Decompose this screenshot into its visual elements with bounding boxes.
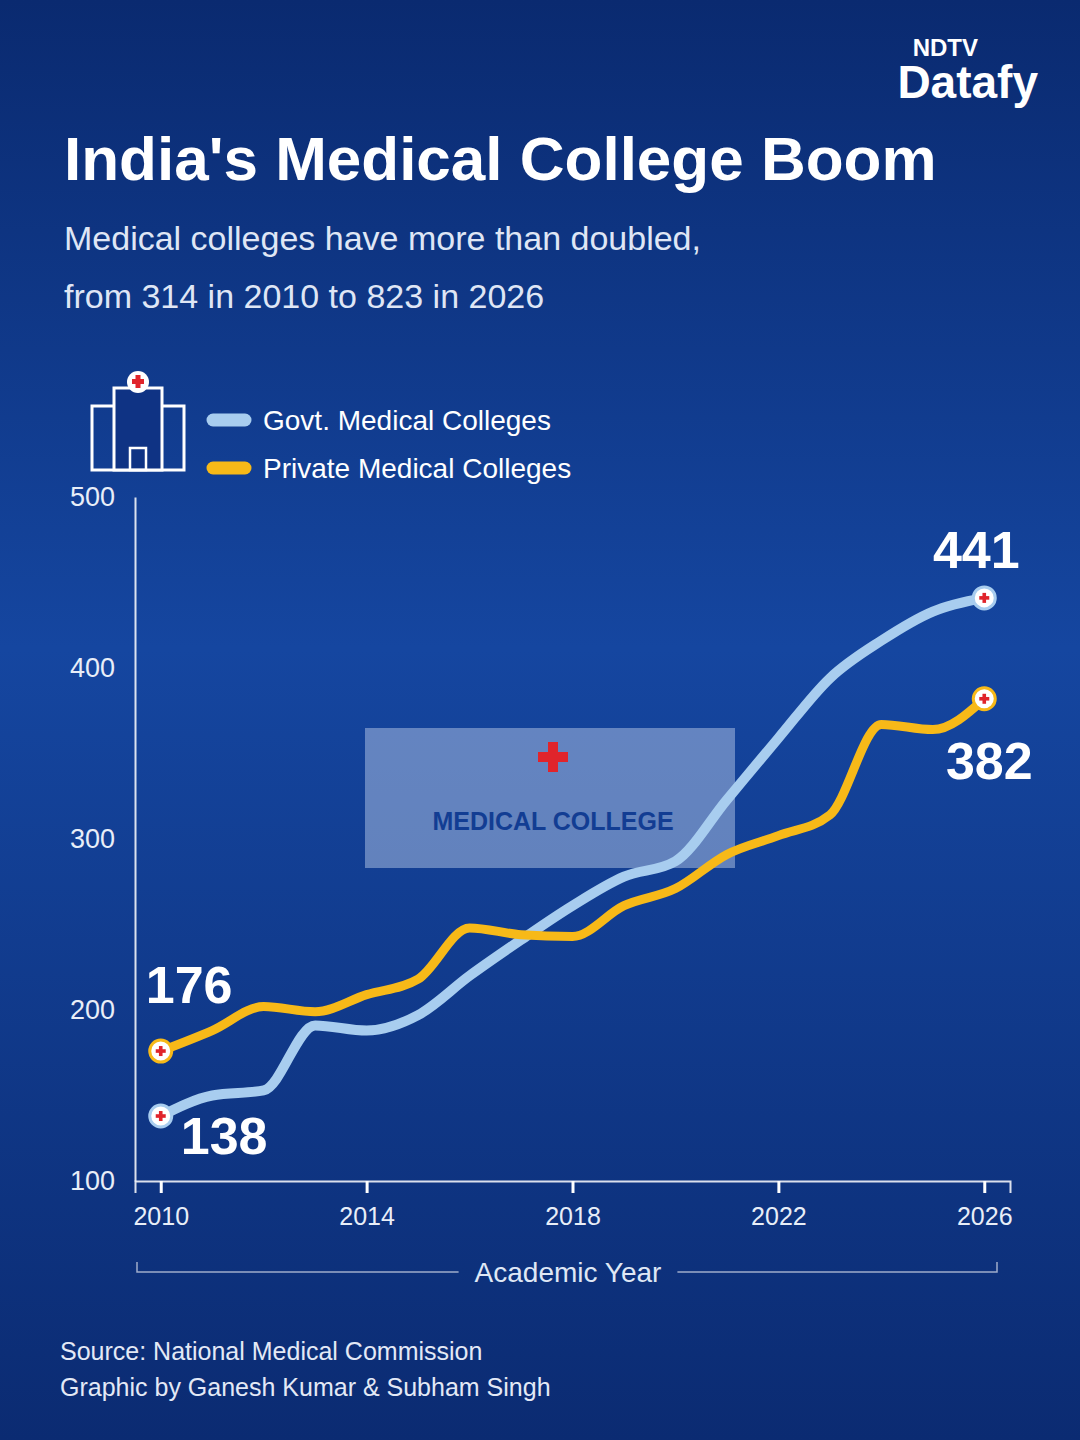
plot-area (150, 587, 996, 1127)
y-tick: 200 (70, 995, 135, 1025)
y-tick: 100 (70, 1166, 135, 1196)
x-tick: 2010 (133, 1181, 189, 1230)
building-cross (548, 742, 558, 772)
end-marker (150, 1040, 172, 1062)
marker (973, 688, 995, 710)
legend-swatch (213, 414, 245, 427)
y-tick: 400 (70, 653, 135, 683)
hospital-icon (92, 371, 184, 470)
subtitle-line: from 314 in 2010 to 823 in 2026 (64, 277, 544, 315)
subtitle-line: Medical colleges have more than doubled, (64, 219, 701, 257)
data-labels: 138 441 176 382 (146, 521, 1033, 1165)
x-tick-label: 2014 (339, 1202, 395, 1230)
x-tick-label: 2018 (545, 1202, 601, 1230)
y-tick: 500 (70, 482, 135, 512)
x-tick-mark (983, 1181, 986, 1193)
end-marker (973, 587, 995, 609)
series-line (161, 699, 985, 1051)
series-line (161, 598, 985, 1116)
x-tick-label: 2026 (957, 1202, 1013, 1230)
data-label: 382 (946, 732, 1033, 790)
legend-label: Govt. Medical Colleges (263, 405, 551, 436)
annotation: MEDICAL COLLEGE (432, 807, 673, 835)
x-tick: 2018 (545, 1181, 601, 1230)
data-label: 138 (181, 1107, 268, 1165)
building-facade (365, 728, 735, 868)
x-title-bracket (137, 1262, 459, 1272)
data-label: 441 (933, 521, 1020, 579)
x-title-bracket (677, 1262, 997, 1272)
x-tick: 2026 (957, 1181, 1013, 1230)
marker-cross (982, 694, 986, 704)
marker (150, 1105, 172, 1127)
x-tick: 2022 (751, 1181, 807, 1230)
icon-part (136, 375, 141, 388)
title: India's Medical College Boom (64, 124, 937, 193)
building: MEDICAL COLLEGE (365, 728, 735, 868)
y-tick-label: 100 (70, 1166, 115, 1196)
source: Source: National Medical Commission (60, 1337, 482, 1365)
y-tick-label: 200 (70, 995, 115, 1025)
x-axis-title: Academic Year (475, 1257, 662, 1288)
x-axis-line (136, 1182, 1011, 1194)
x-tick: 2014 (339, 1181, 395, 1230)
subtitle: Medical colleges have more than doubled,… (64, 219, 701, 315)
chart: NDTVDatafyIndia's Medical College BoomMe… (0, 0, 1080, 1440)
y-tick-label: 300 (70, 824, 115, 854)
y-tick: 300 (70, 824, 135, 854)
background (0, 0, 1080, 1440)
x-tick-mark (777, 1181, 780, 1193)
x-tick-mark (366, 1181, 369, 1193)
marker-cross (982, 593, 986, 603)
end-marker (973, 688, 995, 710)
x-tick-label: 2010 (133, 1202, 189, 1230)
icon-part (127, 371, 149, 393)
marker-cross (159, 1046, 163, 1056)
x-tick-mark (572, 1181, 575, 1193)
y-tick-label: 500 (70, 482, 115, 512)
x-tick-label: 2022 (751, 1202, 807, 1230)
x-axis: 2010 2014 2018 2022 2026 (133, 1181, 1012, 1230)
legend-label: Private Medical Colleges (263, 453, 571, 484)
icon-part (114, 388, 162, 470)
marker (150, 1040, 172, 1062)
icon-part (130, 448, 146, 470)
legend: Govt. Medical Colleges Private Medical Co… (213, 405, 571, 484)
y-axis-line (135, 498, 137, 1182)
end-marker (150, 1105, 172, 1127)
y-axis: 100 200 300 400 500 (70, 482, 136, 1196)
brand-name: Datafy (897, 56, 1038, 108)
marker (973, 587, 995, 609)
data-label: 176 (146, 956, 233, 1014)
marker-cross (159, 1111, 163, 1121)
credit: Graphic by Ganesh Kumar & Subham Singh (60, 1373, 551, 1401)
x-tick-mark (160, 1181, 163, 1193)
y-tick-label: 400 (70, 653, 115, 683)
legend-swatch (213, 462, 245, 475)
